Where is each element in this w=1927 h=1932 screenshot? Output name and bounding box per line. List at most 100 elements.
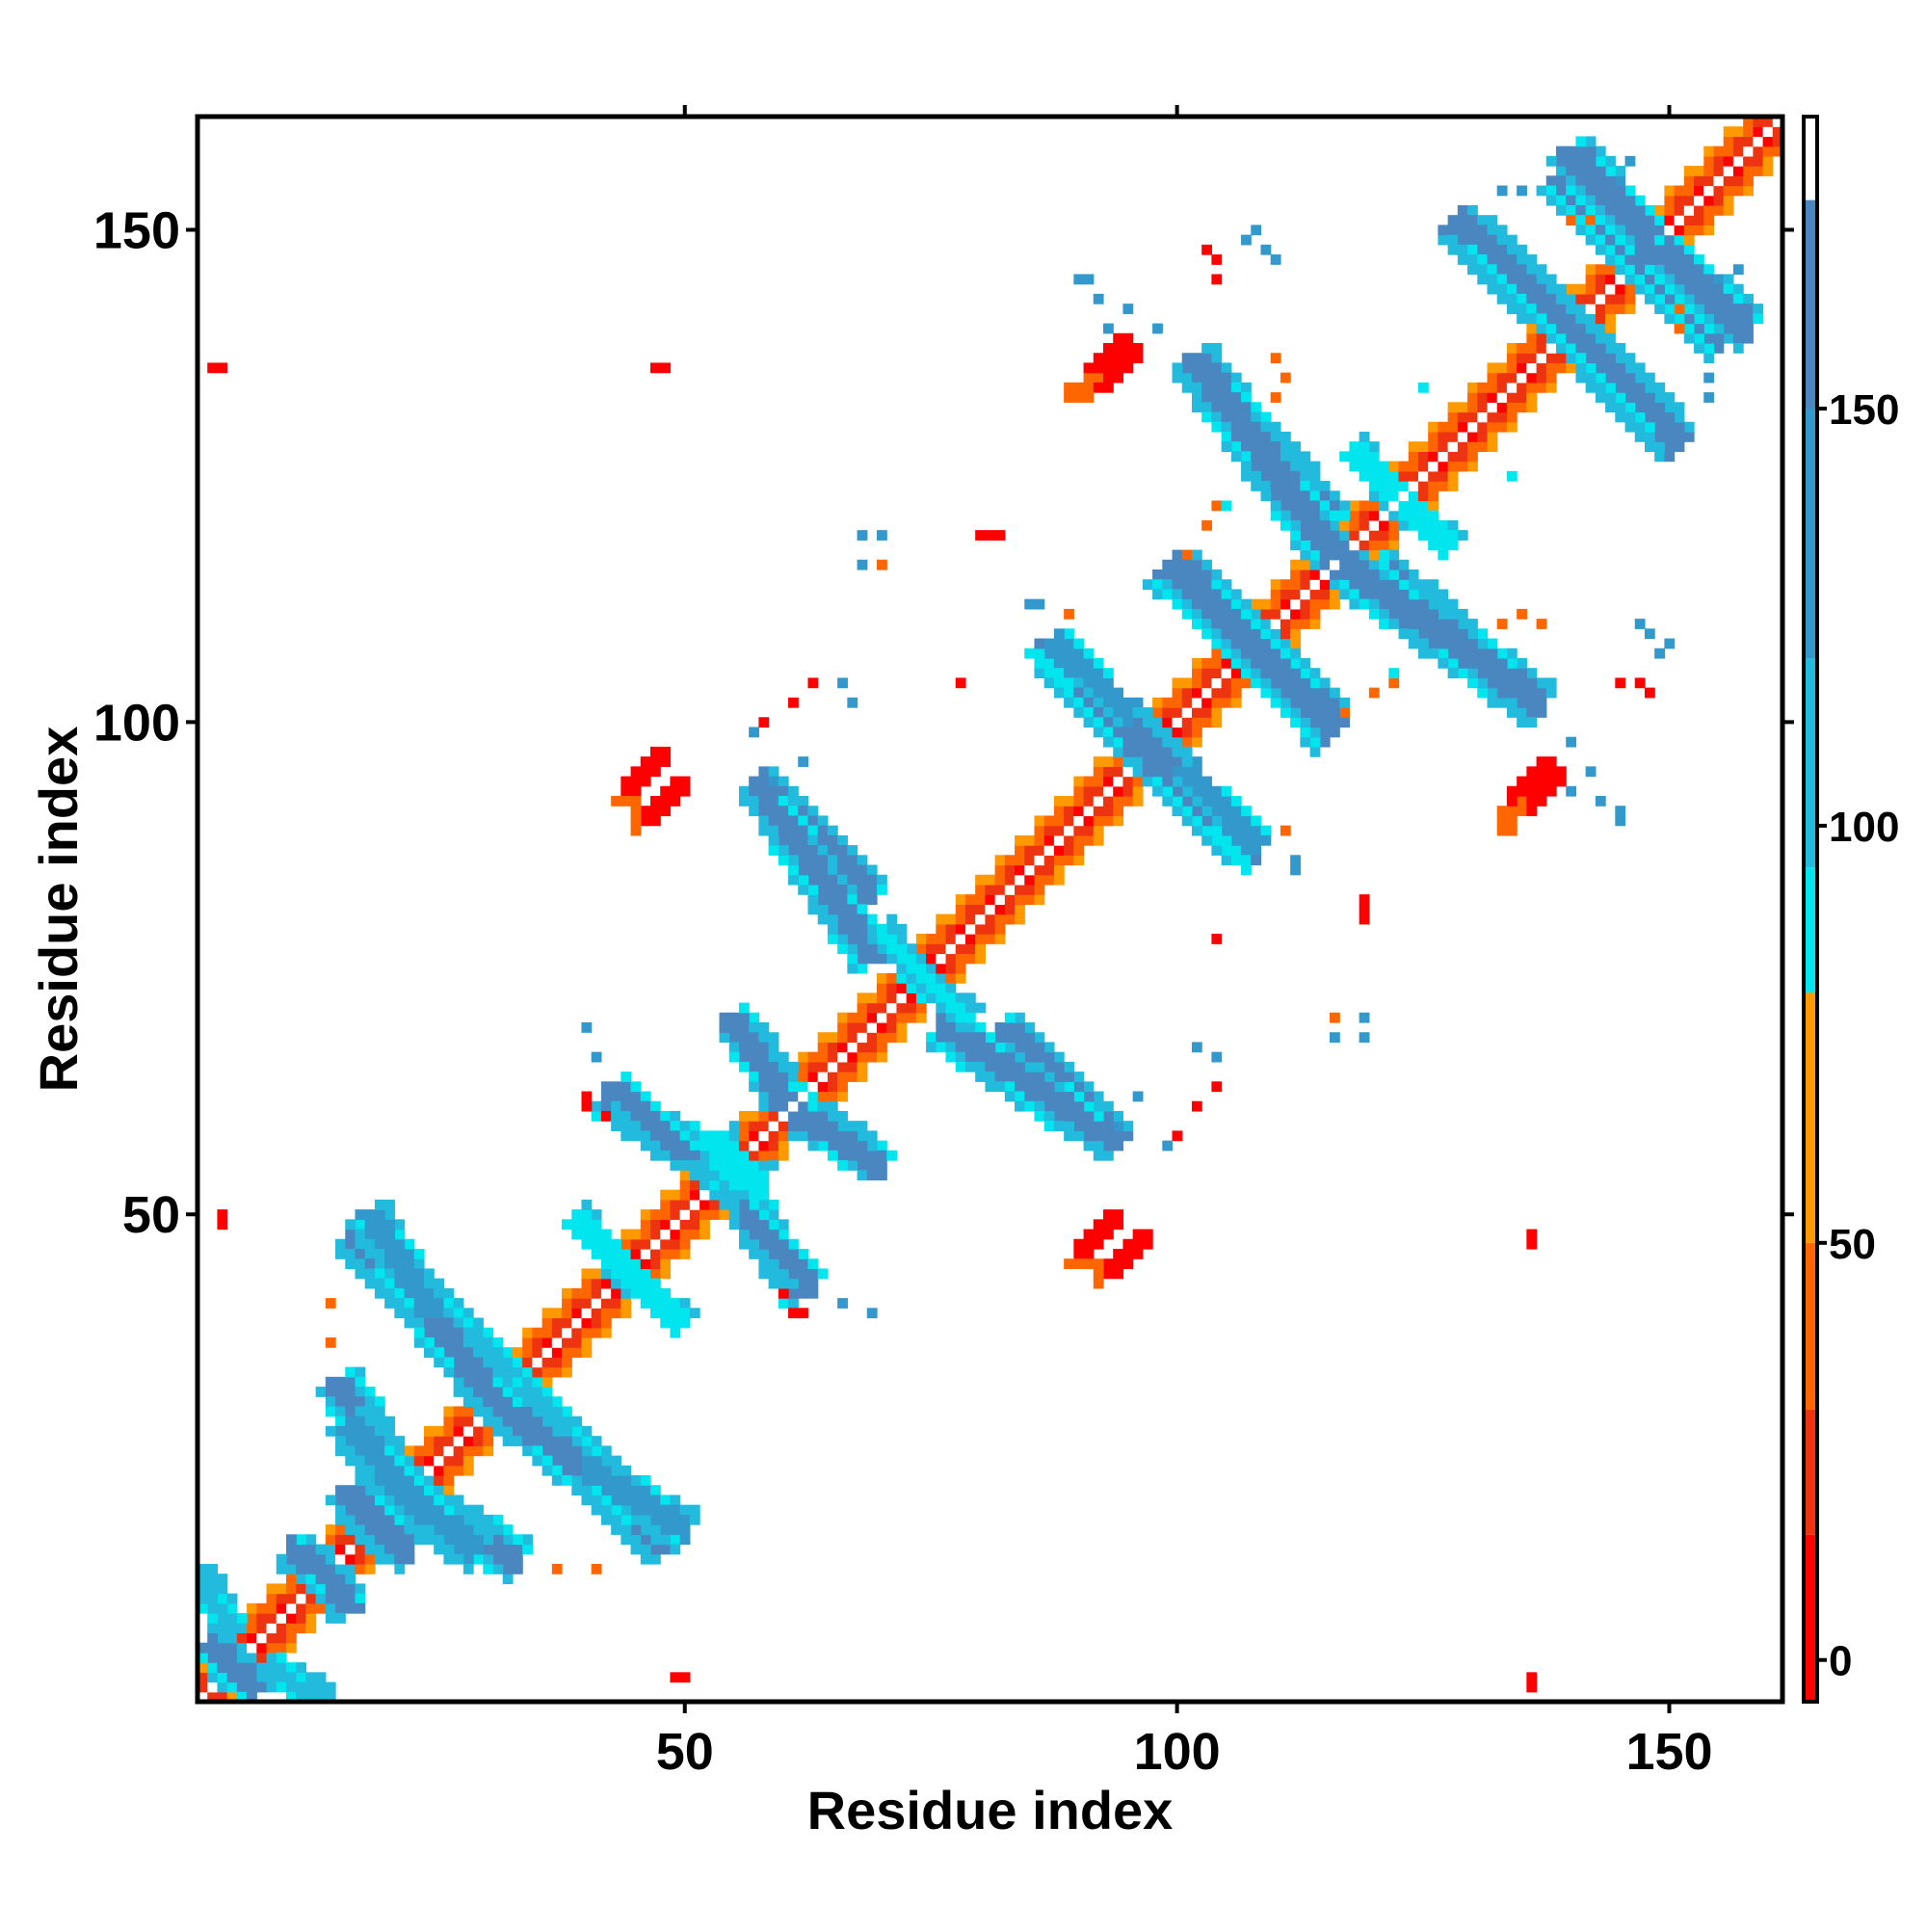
heatmap-cell bbox=[1732, 185, 1744, 197]
heatmap-cell bbox=[532, 1436, 543, 1446]
heatmap-cell bbox=[1447, 244, 1459, 255]
heatmap-cell bbox=[975, 913, 986, 925]
heatmap-cell bbox=[1280, 657, 1291, 669]
heatmap-cell bbox=[1447, 402, 1459, 413]
heatmap-cell bbox=[738, 1002, 750, 1014]
heatmap-cell bbox=[1545, 776, 1557, 787]
heatmap-cell bbox=[985, 1061, 996, 1072]
heatmap-cell bbox=[315, 1387, 327, 1397]
heatmap-cell bbox=[226, 1593, 238, 1604]
heatmap-cell bbox=[1093, 687, 1104, 699]
heatmap-cell bbox=[1615, 304, 1626, 314]
heatmap-cell bbox=[315, 1574, 327, 1584]
heatmap-cell bbox=[749, 1199, 759, 1210]
heatmap-cell bbox=[591, 1298, 602, 1309]
heatmap-cell bbox=[640, 1229, 651, 1240]
heatmap-cell bbox=[355, 1219, 366, 1231]
heatmap-cell bbox=[758, 1219, 770, 1231]
heatmap-cell bbox=[994, 1061, 1006, 1072]
heatmap-cell bbox=[670, 1524, 681, 1535]
heatmap-cell bbox=[1457, 244, 1468, 255]
heatmap-cell bbox=[1595, 382, 1606, 393]
heatmap-cell bbox=[1605, 225, 1616, 236]
heatmap-cell bbox=[1723, 323, 1734, 334]
heatmap-cell bbox=[1162, 707, 1174, 718]
heatmap-cell bbox=[1290, 481, 1301, 491]
heatmap-cell bbox=[1477, 234, 1489, 246]
heatmap-cell bbox=[1015, 884, 1025, 895]
heatmap-cell bbox=[1703, 215, 1715, 225]
heatmap-cell bbox=[955, 1042, 966, 1053]
heatmap-cell bbox=[660, 785, 672, 797]
heatmap-cell bbox=[1753, 304, 1764, 314]
heatmap-cell bbox=[1545, 313, 1557, 325]
heatmap-cell bbox=[788, 1298, 799, 1309]
heatmap-cell bbox=[1349, 461, 1360, 472]
heatmap-cell bbox=[1251, 657, 1262, 669]
heatmap-cell bbox=[581, 1436, 593, 1446]
heatmap-cell bbox=[217, 1219, 228, 1231]
heatmap-cell bbox=[994, 874, 1006, 886]
heatmap-cell bbox=[1181, 598, 1193, 610]
heatmap-cell bbox=[1388, 481, 1400, 491]
heatmap-cell bbox=[768, 1238, 779, 1250]
heatmap-cell bbox=[1428, 638, 1439, 649]
heatmap-cell bbox=[266, 1602, 277, 1614]
heatmap-cell bbox=[384, 1249, 395, 1259]
heatmap-cell bbox=[670, 1130, 681, 1142]
heatmap-cell bbox=[1388, 540, 1400, 551]
heatmap-cell bbox=[453, 1337, 464, 1348]
heatmap-cell bbox=[788, 1100, 799, 1112]
heatmap-cell bbox=[413, 1495, 425, 1506]
heatmap-cell bbox=[1428, 510, 1439, 521]
heatmap-cell bbox=[335, 1534, 346, 1546]
heatmap-cell bbox=[1457, 608, 1468, 620]
heatmap-cell bbox=[345, 1425, 356, 1437]
heatmap-cell bbox=[1585, 304, 1597, 314]
heatmap-cell bbox=[1073, 776, 1085, 787]
heatmap-cell bbox=[198, 1574, 208, 1584]
heatmap-cell bbox=[1624, 283, 1636, 295]
heatmap-cell bbox=[964, 1022, 976, 1033]
heatmap-cell bbox=[640, 1553, 651, 1565]
heatmap-cell bbox=[1496, 619, 1508, 629]
heatmap-cell bbox=[1191, 806, 1202, 817]
heatmap-cell bbox=[798, 1081, 809, 1093]
heatmap-cell bbox=[1201, 362, 1212, 374]
heatmap-cell bbox=[1545, 687, 1557, 699]
heatmap-cell bbox=[936, 943, 947, 955]
heatmap-cell bbox=[1142, 756, 1153, 767]
heatmap-cell bbox=[1496, 815, 1508, 827]
heatmap-cell bbox=[807, 815, 819, 827]
heatmap-cell bbox=[857, 1072, 868, 1082]
heatmap-cell bbox=[1526, 668, 1538, 678]
heatmap-cell bbox=[345, 1406, 356, 1417]
heatmap-cell bbox=[1181, 796, 1193, 807]
heatmap-cell bbox=[768, 834, 779, 846]
heatmap-cell bbox=[1438, 589, 1449, 600]
heatmap-cell bbox=[315, 1553, 327, 1565]
heatmap-cell bbox=[1359, 894, 1370, 905]
heatmap-cell bbox=[1457, 431, 1468, 442]
heatmap-cell bbox=[551, 1337, 563, 1348]
heatmap-cell bbox=[660, 1189, 672, 1201]
heatmap-cell bbox=[305, 1534, 317, 1546]
heatmap-cell bbox=[1575, 195, 1587, 206]
heatmap-cell bbox=[955, 904, 966, 915]
heatmap-cell bbox=[955, 894, 966, 905]
heatmap-cell bbox=[355, 1387, 366, 1397]
heatmap-cell bbox=[1319, 687, 1331, 699]
heatmap-cell bbox=[768, 1121, 779, 1131]
heatmap-cell bbox=[758, 1042, 770, 1053]
heatmap-cell bbox=[207, 1632, 219, 1644]
heatmap-cell bbox=[404, 1495, 415, 1506]
heatmap-cell bbox=[788, 1091, 799, 1102]
heatmap-cell bbox=[1260, 470, 1272, 482]
heatmap-cell bbox=[798, 1249, 809, 1259]
heatmap-cell bbox=[1103, 323, 1114, 334]
heatmap-cell bbox=[1043, 845, 1055, 856]
heatmap-cell bbox=[473, 1337, 484, 1348]
heatmap-cell bbox=[749, 1249, 759, 1259]
heatmap-cell bbox=[207, 1593, 219, 1604]
heatmap-cell bbox=[247, 1652, 257, 1663]
